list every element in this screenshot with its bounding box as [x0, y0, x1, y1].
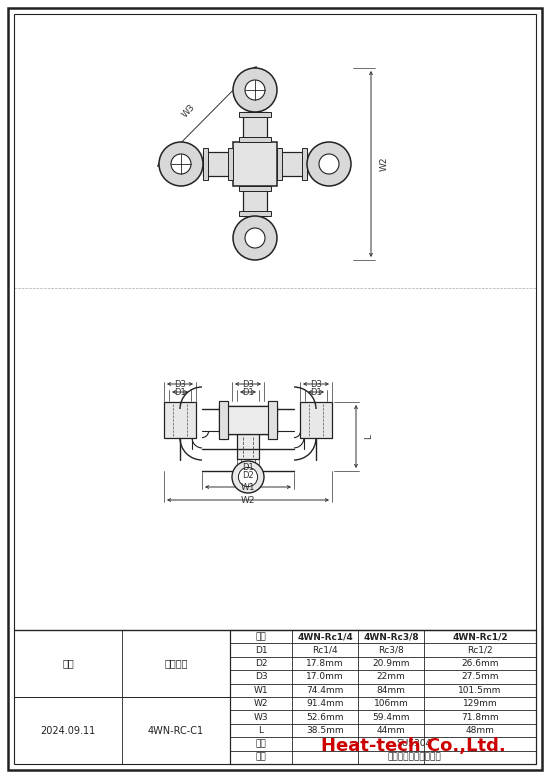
Text: L: L: [364, 434, 373, 439]
Text: Rc1/2: Rc1/2: [467, 646, 493, 654]
Text: Rc1/4: Rc1/4: [312, 646, 338, 654]
Text: Rc3/8: Rc3/8: [378, 646, 404, 654]
Text: 52.6mm: 52.6mm: [306, 713, 344, 722]
Text: 84mm: 84mm: [377, 685, 405, 695]
Circle shape: [319, 154, 339, 174]
Circle shape: [159, 142, 203, 186]
Text: 品名: 品名: [256, 753, 266, 762]
Bar: [243, 112, 267, 142]
Text: 91.4mm: 91.4mm: [306, 699, 344, 708]
Text: 48mm: 48mm: [465, 726, 494, 735]
Circle shape: [171, 154, 191, 174]
Text: D1: D1: [255, 646, 267, 654]
Text: 2024.09.11: 2024.09.11: [40, 726, 96, 735]
Bar: [243, 186, 267, 216]
Text: 材質: 材質: [256, 739, 266, 748]
Bar: [219, 406, 277, 434]
Text: D2: D2: [242, 471, 254, 479]
Text: 71.8mm: 71.8mm: [461, 713, 499, 722]
Bar: [268, 401, 277, 439]
Text: 日期: 日期: [62, 658, 74, 668]
Text: 17.8mm: 17.8mm: [306, 659, 344, 668]
Text: D1: D1: [310, 387, 322, 397]
Text: W2: W2: [254, 699, 268, 708]
Bar: [239, 137, 271, 142]
Circle shape: [245, 80, 265, 100]
Text: D3: D3: [174, 380, 186, 388]
Text: W3: W3: [254, 713, 268, 722]
Text: D1: D1: [242, 387, 254, 397]
Text: 4WN-Rc1/2: 4WN-Rc1/2: [452, 633, 508, 641]
Text: 20.9mm: 20.9mm: [372, 659, 410, 668]
Text: W2: W2: [380, 156, 389, 171]
Text: Heat-tech Co.,Ltd.: Heat-tech Co.,Ltd.: [321, 737, 505, 755]
Bar: [203, 152, 233, 176]
Text: 44mm: 44mm: [377, 726, 405, 735]
Text: W2: W2: [241, 496, 255, 504]
Bar: [302, 148, 307, 180]
Bar: [239, 211, 271, 216]
Circle shape: [307, 142, 351, 186]
Text: 4WN-RC-C1: 4WN-RC-C1: [148, 726, 204, 735]
Text: 59.4mm: 59.4mm: [372, 713, 410, 722]
Text: 22mm: 22mm: [377, 672, 405, 682]
Circle shape: [232, 461, 264, 493]
Text: 圖面番號: 圖面番號: [164, 658, 188, 668]
Text: 129mm: 129mm: [463, 699, 497, 708]
Text: D1: D1: [174, 387, 186, 397]
Bar: [233, 142, 277, 186]
Bar: [277, 152, 307, 176]
Text: 74.4mm: 74.4mm: [306, 685, 344, 695]
Text: W1: W1: [254, 685, 268, 695]
Text: 27.5mm: 27.5mm: [461, 672, 499, 682]
Text: 熱風加熱器用四通噴嘴: 熱風加熱器用四通噴嘴: [387, 753, 441, 762]
Text: 4WN-Rc1/4: 4WN-Rc1/4: [297, 633, 353, 641]
Text: W3: W3: [181, 102, 197, 119]
Bar: [164, 402, 196, 438]
Text: W1: W1: [241, 482, 255, 492]
Bar: [268, 401, 277, 439]
Bar: [219, 406, 277, 434]
Text: D1: D1: [242, 462, 254, 471]
Bar: [203, 148, 208, 180]
Bar: [300, 402, 332, 438]
Bar: [219, 401, 228, 439]
Text: L: L: [258, 726, 263, 735]
Text: 101.5mm: 101.5mm: [458, 685, 502, 695]
Bar: [239, 186, 271, 191]
Text: 38.5mm: 38.5mm: [306, 726, 344, 735]
Bar: [228, 406, 268, 434]
Bar: [219, 401, 228, 439]
Bar: [277, 148, 282, 180]
Text: 型號: 型號: [256, 633, 266, 641]
Text: D2: D2: [255, 659, 267, 668]
Bar: [237, 434, 259, 459]
Text: D3: D3: [255, 672, 267, 682]
Circle shape: [238, 468, 257, 486]
Text: D3: D3: [310, 380, 322, 388]
Text: 106mm: 106mm: [373, 699, 408, 708]
Bar: [230, 630, 536, 764]
Text: 26.6mm: 26.6mm: [461, 659, 499, 668]
Text: 4WN-Rc3/8: 4WN-Rc3/8: [363, 633, 419, 641]
Text: 17.0mm: 17.0mm: [306, 672, 344, 682]
Bar: [228, 148, 233, 180]
Circle shape: [245, 228, 265, 248]
Circle shape: [233, 216, 277, 260]
Text: D3: D3: [242, 380, 254, 388]
Circle shape: [233, 68, 277, 112]
Bar: [239, 112, 271, 117]
Text: SUS304: SUS304: [397, 739, 432, 748]
